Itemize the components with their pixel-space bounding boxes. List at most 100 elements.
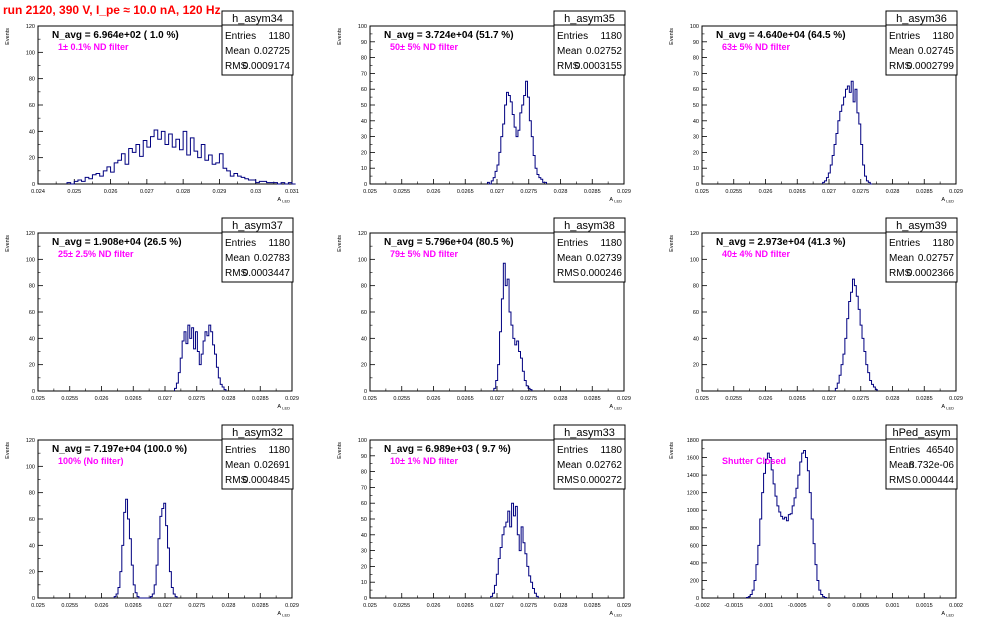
y-tick-label: 40 [361, 336, 367, 342]
stat-rms-label: RMS [225, 475, 248, 486]
histogram-line [490, 502, 539, 598]
y-axis-label: Events [337, 235, 343, 252]
stat-rms-label: RMS [225, 268, 248, 279]
y-tick-label: 100 [690, 257, 699, 263]
stat-mean-label: Mean [557, 460, 582, 471]
x-tick-label: -0.001 [758, 603, 774, 609]
histogram-line [493, 262, 533, 391]
navg-label: N_avg = 2.973e+04 (41.3 %) [716, 237, 846, 248]
y-tick-label: 60 [29, 103, 35, 109]
stat-entries-label: Entries [225, 31, 256, 42]
stat-entries-value: 46540 [926, 445, 954, 456]
y-tick-label: 70 [361, 485, 367, 491]
histogram-h-asym39: 0 20 40 60 80 100 120 0.025 0.0255 0.026 0.0265 0.0… [669, 217, 963, 411]
filter-annotation: 79± 5% ND filter [390, 249, 458, 259]
x-tick-label: 0.026 [95, 396, 109, 402]
stats-title-box [221, 424, 294, 440]
stat-entries-value: 1180 [932, 238, 954, 249]
filter-annotation: 25± 2.5% ND filter [58, 249, 134, 259]
stat-rms-label: RMS [557, 268, 580, 279]
x-tick-label: 0.0255 [393, 396, 410, 402]
stat-mean-value: 8.732e-06 [909, 460, 954, 471]
y-tick-label: 0 [364, 182, 367, 188]
histogram-line [834, 278, 878, 391]
stat-rms-value: 0.000246 [580, 268, 622, 279]
y-tick-label: 40 [361, 119, 367, 125]
x-tick-label: 0.0255 [393, 603, 410, 609]
x-tick-label: 0.0285 [916, 189, 933, 195]
histogram-name: h_asym39 [896, 220, 947, 232]
stat-entries-label: Entries [557, 31, 588, 42]
x-axis-label: A LED [941, 197, 954, 204]
x-tick-label: 0.027 [490, 603, 504, 609]
x-tick-label: 0.002 [949, 603, 963, 609]
filter-annotation: 1± 0.1% ND filter [58, 42, 129, 52]
y-axis-label: Events [337, 28, 343, 45]
navg-label: N_avg = 6.989e+03 ( 9.7 %) [384, 444, 511, 455]
stats-title-box [553, 424, 626, 440]
y-axis-label: Events [5, 442, 11, 459]
x-tick-label: 0.028 [554, 189, 568, 195]
y-tick-label: 120 [358, 231, 367, 237]
stat-rms-label: RMS [557, 61, 580, 72]
y-tick-label: 20 [29, 156, 35, 162]
x-tick-label: 0.028 [886, 189, 900, 195]
y-tick-label: 100 [26, 464, 35, 470]
y-tick-label: 1200 [687, 491, 699, 497]
y-tick-label: 20 [361, 564, 367, 570]
x-tick-label: 0.0275 [520, 189, 537, 195]
page-title: run 2120, 390 V, I_pe ≈ 10.0 nA, 120 Hz [3, 3, 221, 17]
stat-rms-value: 0.0002799 [907, 61, 955, 72]
y-tick-label: 0 [696, 182, 699, 188]
y-tick-label: 80 [361, 284, 367, 290]
stat-mean-value: 0.02745 [918, 46, 955, 57]
x-tick-label: 0.0285 [584, 396, 601, 402]
stat-mean-value: 0.02739 [586, 253, 623, 264]
x-tick-label: 0.028 [886, 396, 900, 402]
stat-mean-value: 0.02757 [918, 253, 955, 264]
stat-mean-label: Mean [225, 460, 250, 471]
y-tick-label: 20 [29, 363, 35, 369]
y-tick-label: 80 [29, 284, 35, 290]
x-tick-label: 0.027 [140, 189, 154, 195]
x-tick-label: 0.025 [31, 396, 45, 402]
y-tick-label: 1400 [687, 473, 699, 479]
stat-mean-label: Mean [557, 46, 582, 57]
x-tick-label: -0.0005 [788, 603, 807, 609]
x-tick-label: 0.029 [285, 603, 299, 609]
y-tick-label: 20 [361, 363, 367, 369]
x-tick-label: 0.0285 [916, 396, 933, 402]
filter-annotation: 10± 1% ND filter [390, 456, 458, 466]
x-tick-label: 0.029 [285, 396, 299, 402]
stat-mean-label: Mean [889, 460, 914, 471]
stats-title-box [553, 217, 626, 233]
x-tick-label: 0.028 [222, 396, 236, 402]
stat-rms-label: RMS [889, 475, 912, 486]
y-tick-label: 1600 [687, 456, 699, 462]
stats-box [553, 24, 626, 76]
histogram-line [486, 80, 548, 185]
y-tick-label: 60 [29, 517, 35, 523]
stat-rms-value: 0.000444 [912, 475, 954, 486]
stat-entries-value: 1180 [600, 238, 622, 249]
stat-entries-label: Entries [889, 31, 920, 42]
y-tick-label: 80 [361, 56, 367, 62]
y-tick-label: 40 [29, 336, 35, 342]
x-tick-label: 0.027 [158, 603, 172, 609]
navg-label: N_avg = 6.964e+02 ( 1.0 %) [52, 30, 179, 41]
y-tick-label: 0 [696, 389, 699, 395]
x-tick-label: 0.0005 [852, 603, 869, 609]
y-tick-label: 40 [693, 119, 699, 125]
y-tick-label: 120 [26, 438, 35, 444]
stat-entries-label: Entries [557, 445, 588, 456]
navg-label: N_avg = 7.197e+04 (100.0 %) [52, 444, 187, 455]
stat-mean-value: 0.02725 [254, 46, 291, 57]
histogram-h-asym32: 0 20 40 60 80 100 120 0.025 0.0255 0.026 0.0265 0.0… [5, 424, 299, 618]
stat-entries-label: Entries [557, 238, 588, 249]
x-tick-label: 0.03 [250, 189, 261, 195]
y-tick-label: 200 [690, 578, 699, 584]
y-tick-label: 120 [26, 24, 35, 30]
x-tick-label: 0.0265 [789, 189, 806, 195]
y-tick-label: 120 [690, 231, 699, 237]
x-tick-label: 0.0265 [125, 396, 142, 402]
